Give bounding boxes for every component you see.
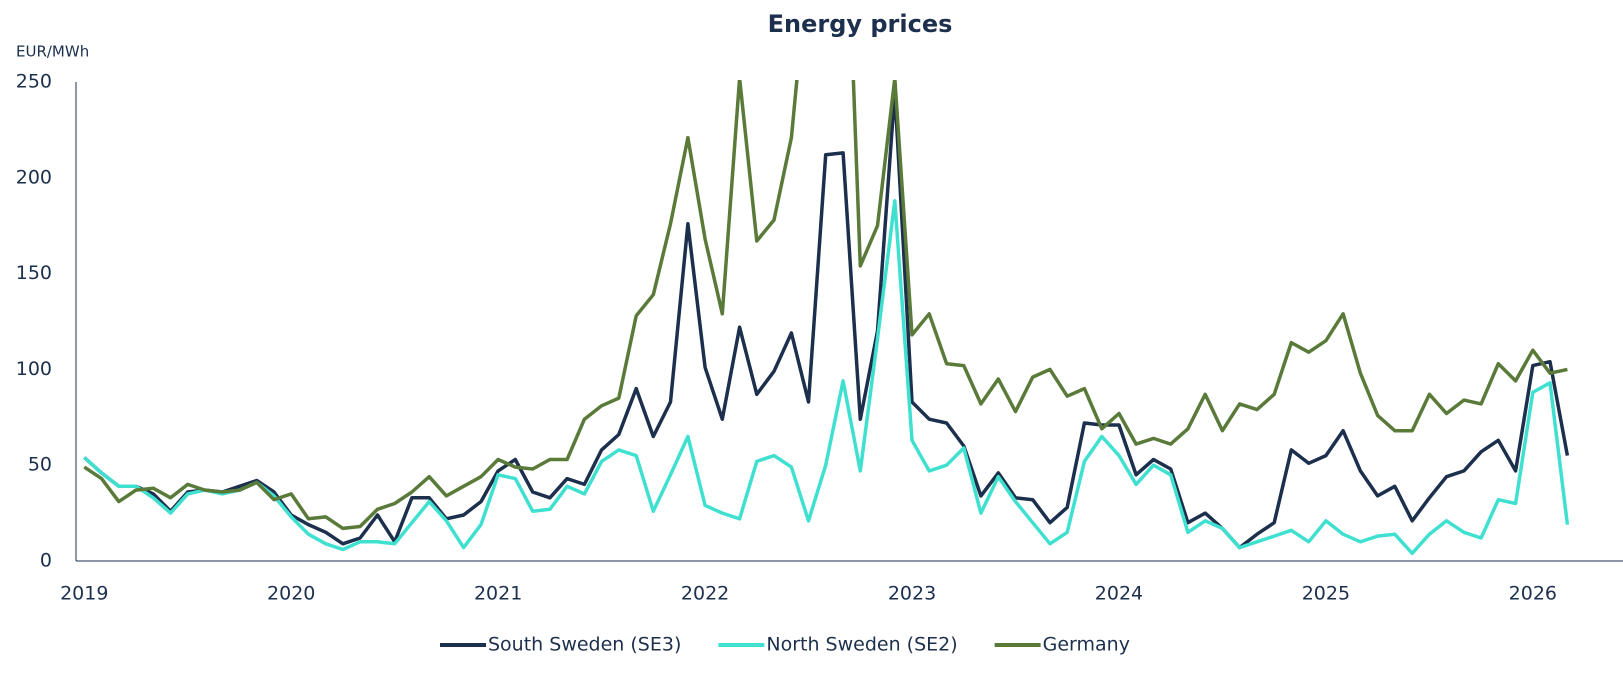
x-tick-label: 2021: [474, 583, 522, 605]
y-axis-label: EUR/MWh: [16, 43, 89, 61]
legend-label: North Sweden (SE2): [766, 634, 957, 656]
y-tick-label: 200: [16, 166, 52, 188]
y-tick-label: 50: [28, 454, 52, 476]
legend-label: South Sweden (SE3): [488, 634, 681, 656]
x-tick-label: 2024: [1095, 583, 1143, 605]
x-tick-label: 2025: [1302, 583, 1350, 605]
series-line: [83, 80, 1568, 531]
chart-title: Energy prices: [768, 10, 953, 38]
x-tick-label: 2019: [60, 583, 108, 605]
series-line: [83, 199, 1570, 556]
y-tick-label: 100: [16, 358, 52, 380]
y-tick-label: 250: [16, 71, 52, 93]
x-tick-label: 2022: [681, 583, 729, 605]
legend: South Sweden (SE3) North Sweden (SE2) Germ…: [440, 634, 1130, 656]
legend-label: Germany: [1043, 634, 1130, 656]
plot-area: [83, 80, 1570, 556]
x-tick-label: 2020: [267, 583, 315, 605]
y-tick-label: 0: [40, 550, 52, 572]
x-tick-label: 2023: [888, 583, 936, 605]
series-line: [83, 89, 1570, 550]
y-tick-label: 150: [16, 262, 52, 284]
x-tick-label: 2026: [1509, 583, 1557, 605]
